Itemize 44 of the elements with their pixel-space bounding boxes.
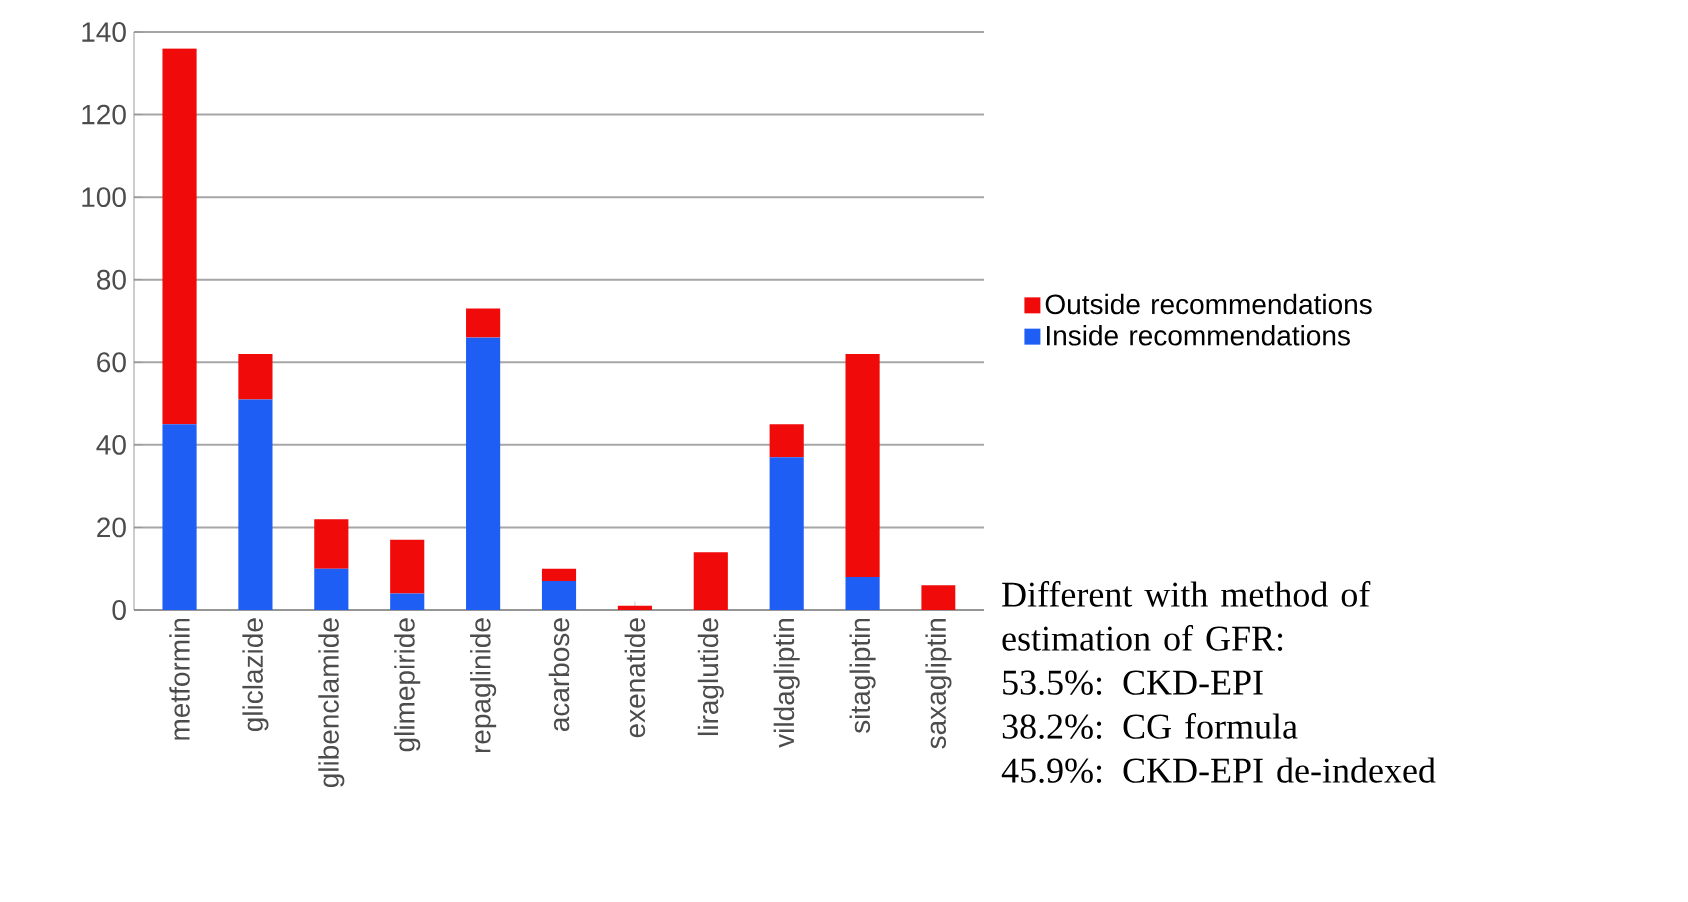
bar — [845, 354, 880, 577]
bar — [162, 424, 197, 610]
y-tick-label: 0 — [112, 600, 126, 620]
x-tick-label: vildagliptin — [773, 618, 800, 748]
y-tick-label: 100 — [82, 187, 126, 208]
x-tick-label: metformin — [169, 618, 190, 740]
x-tick-label: saxagliptin — [925, 618, 952, 749]
x-tick-label: repaglinide — [470, 618, 497, 753]
y-tick-label: 80 — [97, 269, 126, 290]
x-tick-label: gliclazide — [242, 618, 269, 732]
y-tick-label: 60 — [97, 352, 126, 373]
bar — [466, 308, 501, 338]
bar — [769, 457, 804, 610]
legend-label: Inside recommendations — [1046, 325, 1350, 346]
y-tick-label: 20 — [97, 517, 126, 538]
text: 53.5%: CKD-EPI — [1003, 670, 1263, 695]
bar — [769, 424, 804, 458]
bar — [845, 576, 880, 610]
x-tick-label: liraglutide — [697, 618, 724, 736]
bar — [693, 552, 728, 610]
x-tick-label: acarbose — [548, 618, 570, 732]
bar — [390, 593, 425, 610]
text: 38.2%: CG formula — [1002, 713, 1298, 739]
bar — [314, 519, 349, 569]
bar — [466, 337, 501, 610]
text: Different with method of estimation of GFR: — [1002, 581, 1371, 651]
legend-label: Outside recommendations — [1045, 293, 1372, 315]
bar — [541, 581, 577, 610]
y-tick-label: 40 — [96, 434, 126, 455]
x-tick-label: glibenclamide — [318, 618, 345, 788]
x-tick-label: exenatide — [624, 618, 646, 738]
bar — [921, 585, 956, 610]
y-tick-label: 140 — [82, 22, 126, 42]
bar — [390, 539, 425, 594]
bar — [238, 354, 273, 400]
x-tick-label: sitagliptin — [849, 618, 876, 734]
bar — [162, 48, 197, 425]
bar — [314, 568, 349, 610]
bar — [617, 605, 652, 610]
bar — [238, 399, 273, 610]
y-tick-label: 120 — [82, 104, 126, 125]
text: 45.9%: CKD-EPI de-indexed — [1001, 757, 1436, 783]
bar — [541, 568, 577, 582]
x-tick-label: glimepiride — [394, 618, 421, 752]
